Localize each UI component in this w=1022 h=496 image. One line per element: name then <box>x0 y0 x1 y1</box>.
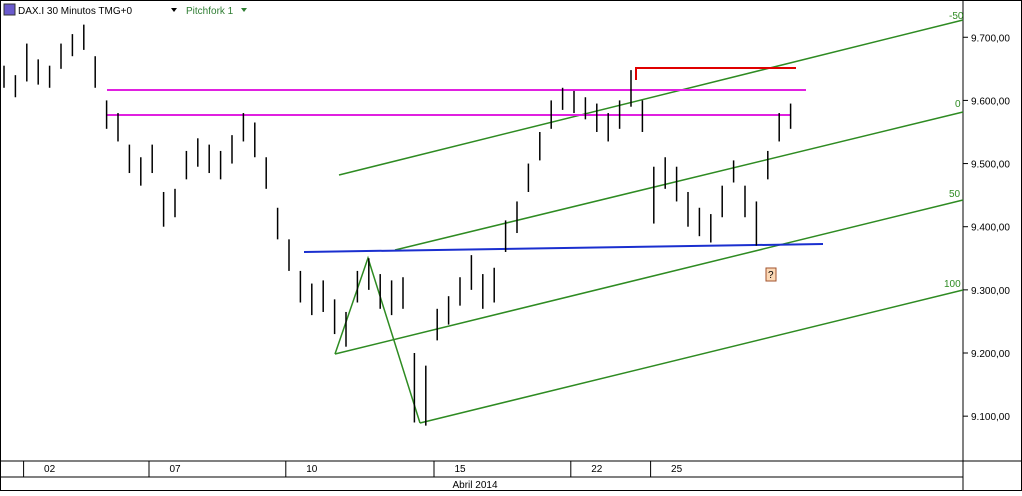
pitchfork-label: -50 <box>949 11 964 22</box>
drawings <box>107 19 964 424</box>
y-tick-label: 9.200,00 <box>971 349 1010 360</box>
x-tick-label: 10 <box>306 464 318 475</box>
x-tick-label: 07 <box>169 464 181 475</box>
chart-title: DAX.I 30 Minutos TMG+0 <box>18 6 132 17</box>
horizontal-line <box>635 67 796 80</box>
x-tick-label: 25 <box>671 464 683 475</box>
y-tick-label: 9.400,00 <box>971 223 1010 234</box>
x-axis-label: Abril 2014 <box>452 480 497 491</box>
y-tick-label: 9.700,00 <box>971 33 1010 44</box>
x-tick-label: 02 <box>44 464 56 475</box>
note-icon[interactable] <box>765 267 777 282</box>
dropdown-arrow[interactable] <box>171 8 177 12</box>
pitchfork-line <box>394 111 964 251</box>
pitchfork-label: 100 <box>944 279 961 290</box>
y-tick-label: 9.300,00 <box>971 286 1010 297</box>
x-tick-label: 15 <box>454 464 466 475</box>
x-tick-label: 22 <box>591 464 603 475</box>
y-tick-label: 9.100,00 <box>971 412 1010 423</box>
pitchfork-line <box>334 199 964 355</box>
dropdown-arrow[interactable] <box>241 8 247 12</box>
pitchfork-line <box>338 19 964 176</box>
pitchfork-line <box>419 289 964 424</box>
y-tick-label: 9.500,00 <box>971 160 1010 171</box>
note-icon-text: ? <box>768 270 774 281</box>
symbol-icon <box>3 3 16 16</box>
trend-line <box>303 243 824 253</box>
pitchfork-label: 0 <box>955 99 961 110</box>
y-tick-label: 9.600,00 <box>971 96 1010 107</box>
pitchfork-label: 50 <box>949 189 961 200</box>
study-name[interactable]: Pitchfork 1 <box>186 6 234 17</box>
